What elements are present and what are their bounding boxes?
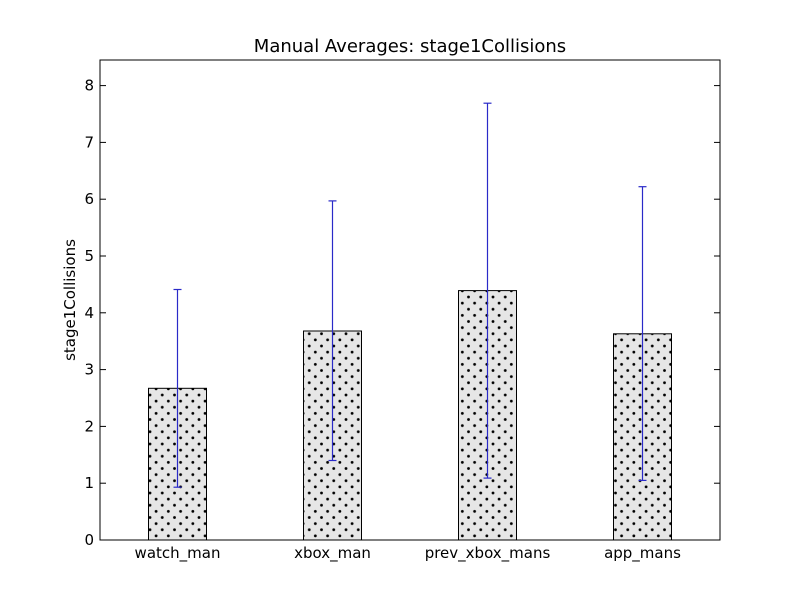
y-tick-8: 8 [84, 77, 720, 95]
y-tick-1: 1 [84, 474, 720, 492]
y-tick-label: 6 [84, 190, 94, 208]
y-tick-0: 0 [84, 531, 720, 549]
error-bar-xbox_man [328, 200, 337, 462]
y-tick-label: 8 [84, 77, 94, 95]
error-bars-layer [173, 102, 647, 488]
y-tick-label: 5 [84, 247, 94, 265]
y-tick-label: 3 [84, 361, 94, 379]
y-tick-3: 3 [84, 361, 720, 379]
y-ticks-layer: 0 1 2 3 4 5 6 7 8 [84, 77, 720, 549]
y-tick-label: 1 [84, 474, 94, 492]
error-bar-watch_man [173, 288, 182, 488]
y-tick-label: 4 [84, 304, 94, 322]
plot-frame [99, 59, 721, 541]
error-bar-app_mans [638, 186, 647, 481]
x-tick-label: prev_xbox_mans [425, 544, 551, 563]
y-tick-7: 7 [84, 133, 720, 151]
x-tick-label: xbox_man [294, 544, 371, 563]
x-tick-label: app_mans [604, 544, 681, 563]
chart-title: Manual Averages: stage1Collisions [254, 36, 566, 57]
y-tick-label: 2 [84, 417, 94, 435]
y-tick-label: 0 [84, 531, 94, 549]
x-tick-label: watch_man [135, 544, 221, 563]
x-tick-labels-layer: watch_man xbox_man prev_xbox_mans app_mans [135, 544, 682, 563]
y-tick-6: 6 [84, 190, 720, 208]
y-tick-label: 7 [84, 133, 94, 151]
y-tick-4: 4 [84, 304, 720, 322]
y-tick-5: 5 [84, 247, 720, 265]
y-tick-2: 2 [84, 417, 720, 435]
error-bar-prev_xbox_mans [483, 102, 492, 479]
y-axis-label: stage1Collisions [61, 239, 79, 361]
bars-layer [148, 290, 672, 541]
